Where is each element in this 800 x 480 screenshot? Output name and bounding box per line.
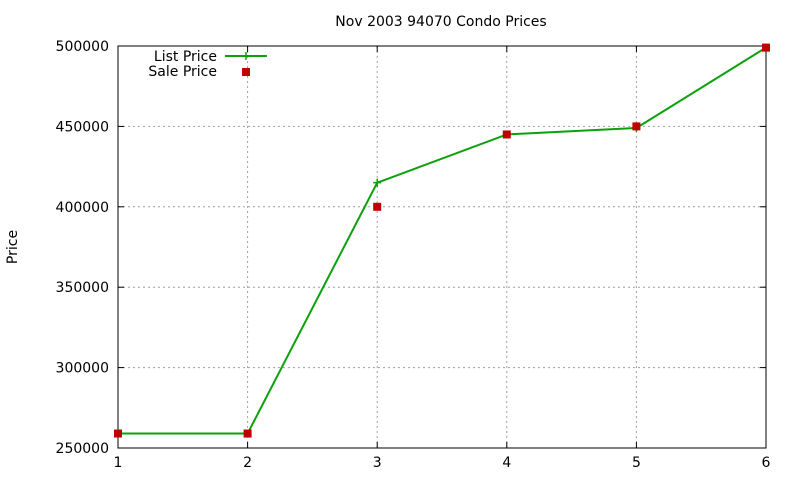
x-tick-label: 1: [114, 455, 123, 471]
y-tick-label: 450000: [56, 119, 109, 135]
x-tick-label: 5: [632, 455, 641, 471]
axis-ticks: 1 2 3 4 5 6 250000 300000 350000 400000 450000 5000…: [56, 39, 771, 471]
legend-sample-list-price: [225, 52, 267, 60]
x-tick-label: 6: [762, 455, 771, 471]
sale-price-point: [114, 429, 122, 438]
y-tick-label: 500000: [56, 39, 109, 55]
y-tick-label: 350000: [56, 280, 109, 296]
data-series: [114, 43, 770, 438]
grid: [118, 46, 766, 448]
legend: List Price Sale Price: [148, 49, 267, 80]
y-axis-label: Price: [5, 230, 21, 264]
legend-marker-sale-price: [242, 68, 250, 76]
list-price-line: [118, 46, 767, 435]
legend-sample-sale-price: [242, 68, 250, 76]
y-tick-label: 300000: [56, 361, 109, 377]
sale-price-point: [373, 202, 382, 211]
x-tick-label: 3: [373, 455, 382, 471]
legend-marker-list-price: [242, 52, 250, 60]
legend-label-list-price: List Price: [154, 49, 217, 65]
sale-price-point: [243, 429, 252, 438]
y-tick-label: 250000: [56, 441, 109, 457]
x-tick-label: 2: [243, 455, 252, 471]
y-tick-label: 400000: [56, 200, 109, 216]
sale-price-point: [632, 122, 641, 131]
chart-title: Nov 2003 94070 Condo Prices: [335, 14, 546, 30]
sale-price-point: [762, 43, 770, 52]
list-price-point: [373, 178, 382, 187]
sale-price-point: [502, 130, 511, 139]
plot-frame: [117, 45, 767, 449]
legend-label-sale-price: Sale Price: [148, 64, 217, 80]
x-tick-label: 4: [502, 455, 511, 471]
